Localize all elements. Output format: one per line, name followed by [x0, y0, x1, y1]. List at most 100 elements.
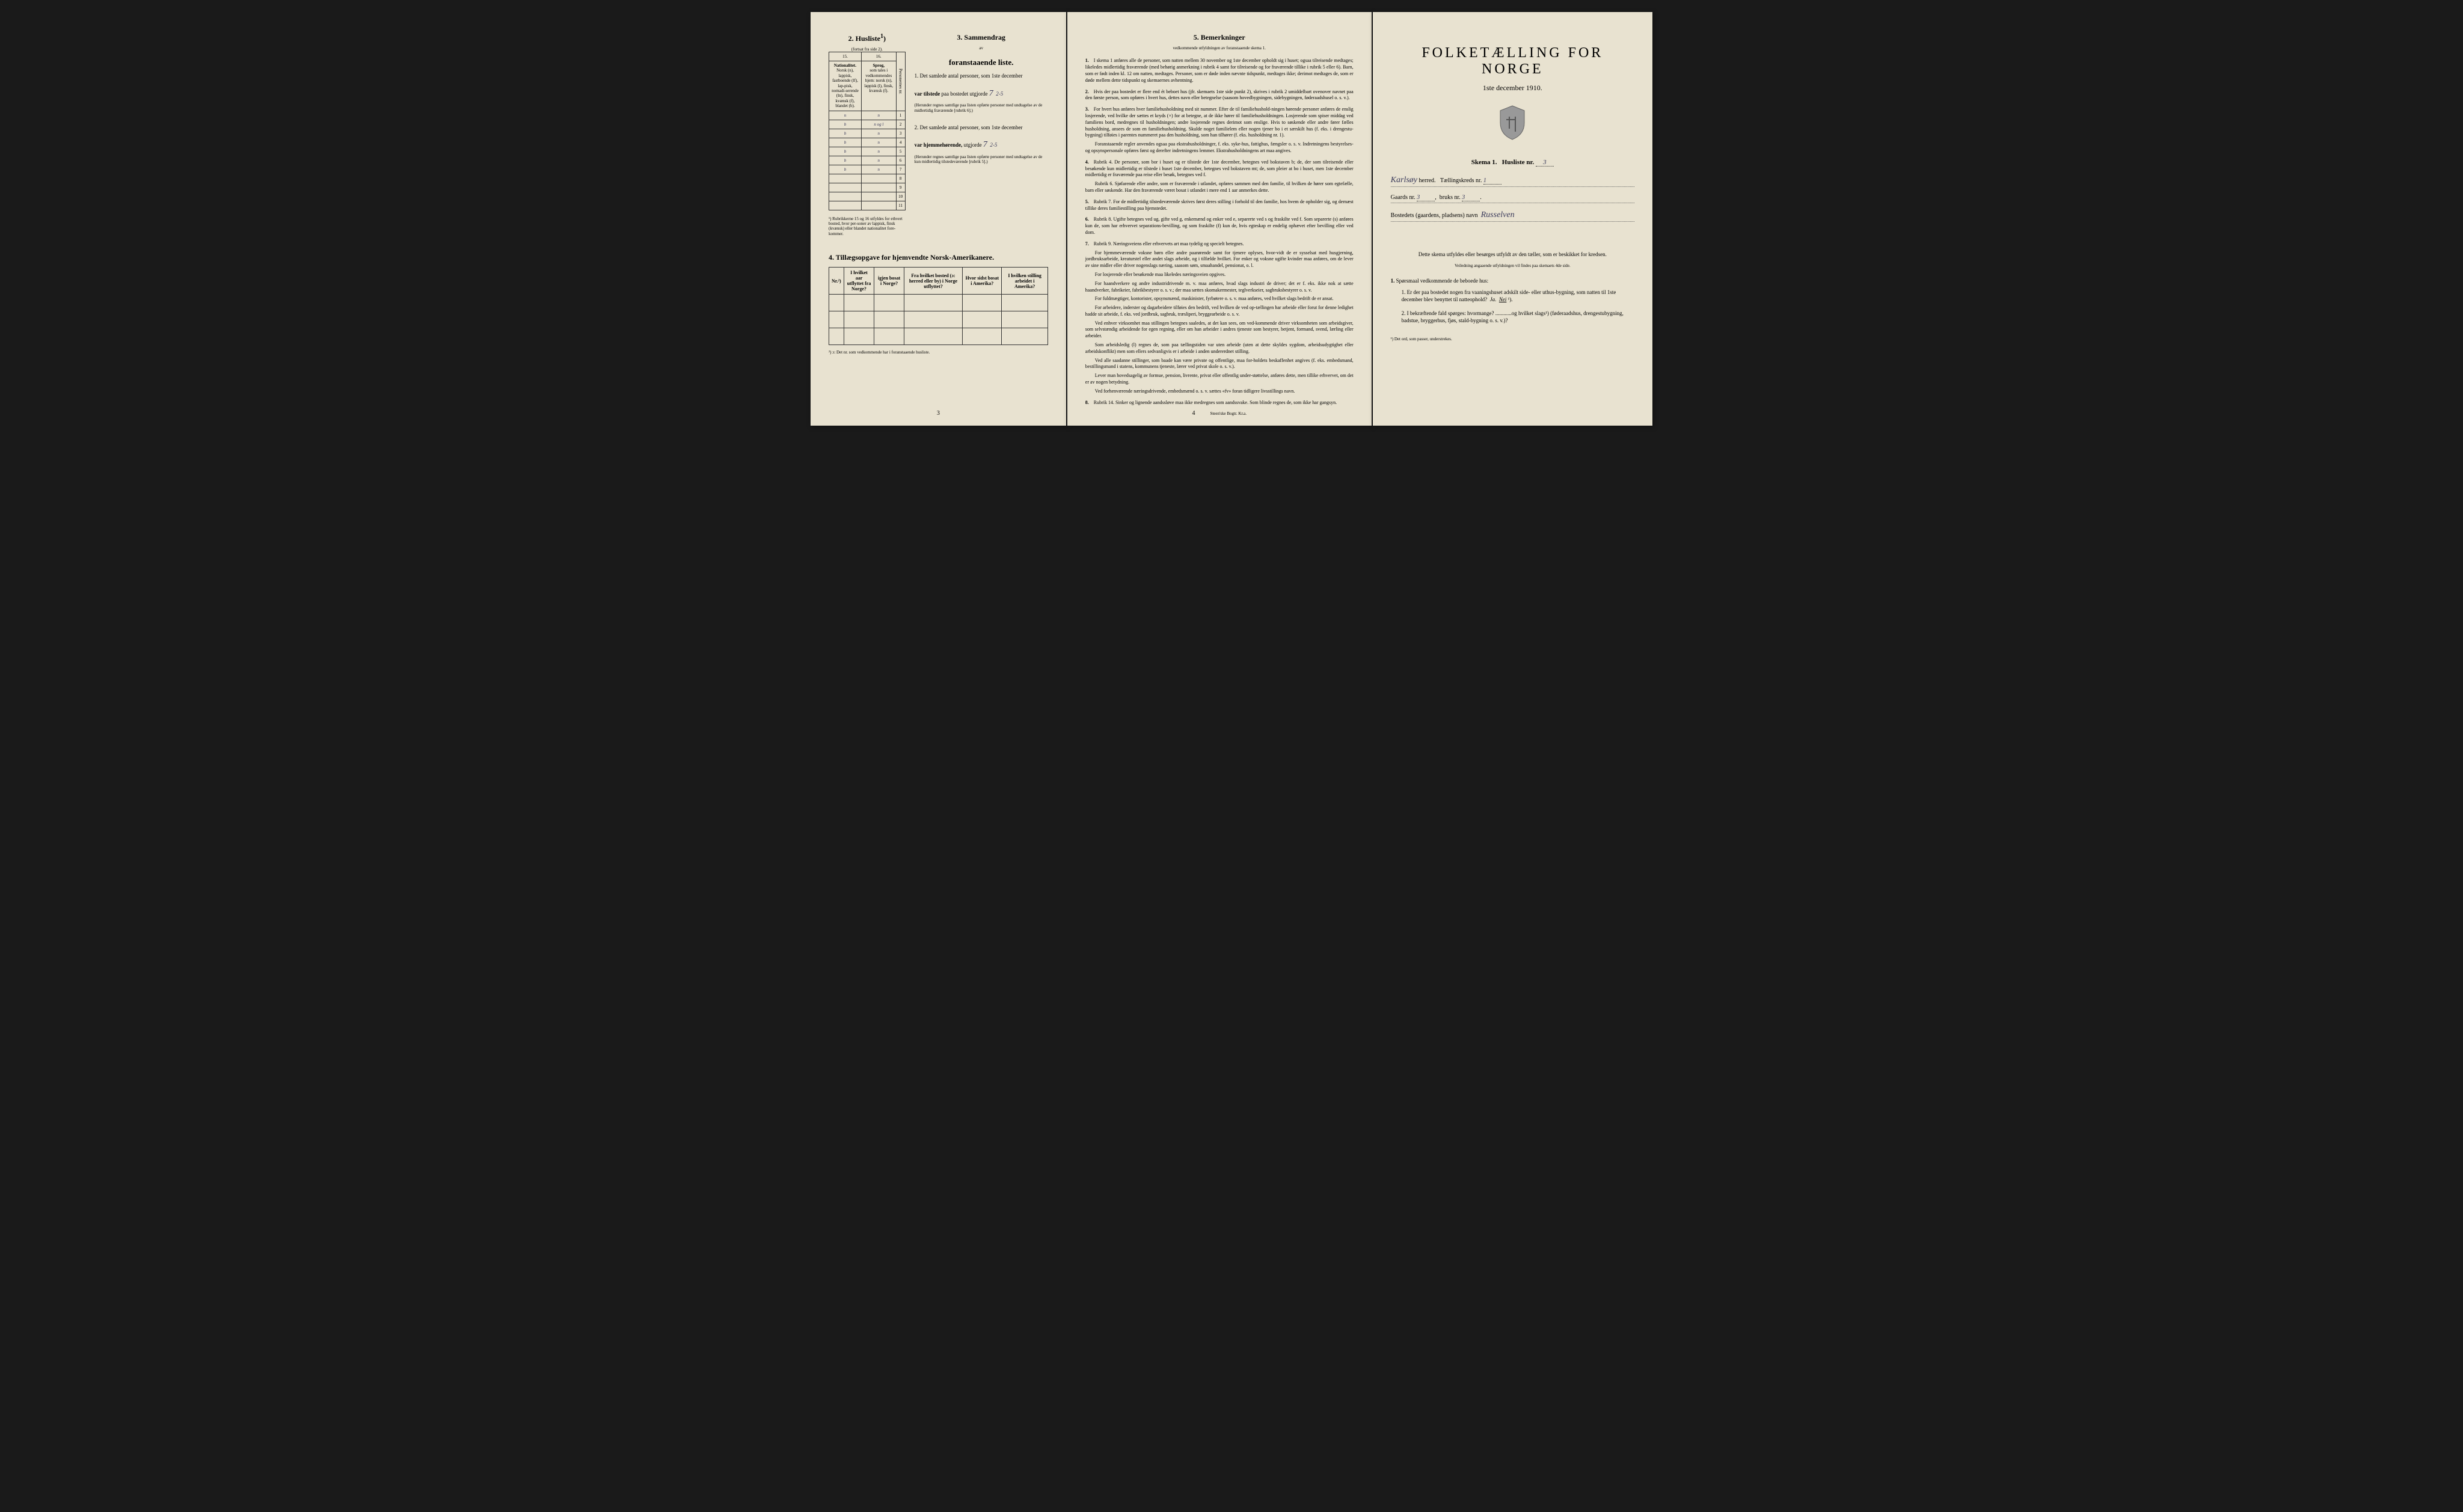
item1-note: (Herunder regnes samtlige paa listen opf…: [915, 103, 1048, 113]
row-num: 9: [896, 183, 905, 192]
cell-c15: b: [829, 156, 862, 165]
census-document: 2. Husliste1) (fortsat fra side 2). 15. …: [811, 12, 1652, 426]
table4-header: I hvilket aarutflyttet fra Norge?: [844, 268, 874, 295]
gaard-value: 3: [1417, 194, 1435, 201]
gaard-line: Gaards nr. 3, bruks nr. 3.: [1391, 194, 1634, 203]
section-5-subtitle: vedkommende utfyldningen av foranstaaend…: [1085, 46, 1354, 51]
kreds-value: 1: [1483, 177, 1501, 185]
table4-header: igjen bosat i Norge?: [874, 268, 904, 295]
husliste-number: 3: [1536, 159, 1554, 167]
coat-of-arms-icon: [1391, 105, 1634, 147]
remark-item: 8.Rubrik 14. Sinker og lignende aandsslø…: [1085, 400, 1354, 406]
herred-value: Karlsøy: [1391, 176, 1417, 185]
cell-c16: [861, 174, 896, 183]
cell-c16: n: [861, 111, 896, 120]
col-15-num: 15.: [829, 52, 862, 61]
empty-cell: [874, 328, 904, 345]
table4-header: Nr.²): [829, 268, 844, 295]
col-16-num: 16.: [861, 52, 896, 61]
row-num: 7: [896, 165, 905, 174]
row-num: 11: [896, 201, 905, 210]
remark-item: 6.Rubrik 8. Ugifte betegnes ved ug, gift…: [1085, 216, 1354, 236]
empty-cell: [963, 295, 1002, 311]
cell-c16: n og l: [861, 120, 896, 129]
empty-cell: [874, 311, 904, 328]
summary-item-1: 1. Det samlede antal personer, som 1ste …: [915, 72, 1048, 99]
table4-header: Fra hvilket bosted (ɔ: herred eller by) …: [904, 268, 962, 295]
cell-c15: b: [829, 147, 862, 156]
item2-note: (Herunder regnes samtlige paa listen opf…: [915, 155, 1048, 165]
section-4-title: 4. Tillægsopgave for hjemvendte Norsk-Am…: [829, 253, 1048, 262]
summary-item-2: 2. Det samlede antal personer, som 1ste …: [915, 124, 1048, 151]
row-num: 4: [896, 138, 905, 147]
cell-c16: [861, 183, 896, 192]
cell-c16: [861, 201, 896, 210]
table4-header: I hvilken stilling arbeidet i Amerika?: [1002, 268, 1047, 295]
empty-cell: [904, 295, 962, 311]
section-2-subtitle: (fortsat fra side 2).: [829, 47, 906, 52]
empty-cell: [829, 328, 844, 345]
row-num: 1: [896, 111, 905, 120]
empty-cell: [829, 311, 844, 328]
tilstede-extra: 2-5: [996, 91, 1003, 97]
col-15-header: Nationalitet.Norsk (n), lappisk, fastboe…: [829, 61, 862, 111]
page-cover: FOLKETÆLLING FOR NORGE 1ste december 191…: [1373, 12, 1652, 426]
bosted-line: Bostedets (gaardens, pladsens) navn Russ…: [1391, 210, 1634, 222]
page-3: 2. Husliste1) (fortsat fra side 2). 15. …: [811, 12, 1066, 426]
printer-mark: Steen'ske Bogtr. Kr.a.: [1210, 411, 1247, 416]
instruction-text: Dette skema utfyldes eller besørges utfy…: [1391, 251, 1634, 259]
empty-cell: [829, 295, 844, 311]
cell-c15: b: [829, 129, 862, 138]
row-num-label: Personernes nr.: [896, 52, 905, 111]
husliste-table: 15. 16. Personernes nr. Nationalitet.Nor…: [829, 52, 906, 210]
section-3-av: av: [915, 46, 1048, 51]
cell-c16: n: [861, 165, 896, 174]
remark-item: 3.For hvert hus anføres hver familiehush…: [1085, 106, 1354, 155]
cell-c15: [829, 192, 862, 201]
right-footnote: ¹) Det ord, som passer, understrekes.: [1391, 337, 1634, 341]
herred-line: Karlsøy herred. Tællingskreds nr. 1: [1391, 176, 1634, 187]
page-number-4: 4 Steen'ske Bogtr. Kr.a.: [1192, 410, 1247, 417]
empty-cell: [874, 295, 904, 311]
schema-line: Skema 1. Husliste nr. 3: [1391, 159, 1634, 167]
empty-cell: [904, 328, 962, 345]
cell-c16: n: [861, 138, 896, 147]
hjemme-extra: 2-5: [990, 142, 997, 148]
bruk-value: 3: [1462, 194, 1480, 201]
section-3-subtitle: foranstaaende liste.: [915, 58, 1048, 67]
col-16-header: Sprog,som tales i vedkommendes hjem: nor…: [861, 61, 896, 111]
empty-cell: [963, 311, 1002, 328]
questions-section: 1. Spørsmaal vedkommende de beboede hus:…: [1391, 277, 1634, 325]
cell-c16: n: [861, 147, 896, 156]
question-item: 2. I bekræftende fald spørges: hvormange…: [1402, 310, 1634, 325]
section-5-title: 5. Bemerkninger: [1085, 33, 1354, 42]
empty-cell: [1002, 311, 1047, 328]
row-num: 3: [896, 129, 905, 138]
row-num: 5: [896, 147, 905, 156]
page-4: 5. Bemerkninger vedkommende utfyldningen…: [1067, 12, 1372, 426]
cell-c16: [861, 192, 896, 201]
remark-item: 2.Hvis der paa bostedet er flere end ét …: [1085, 89, 1354, 102]
question-item: 1. Er der paa bostedet nogen fra vaaning…: [1402, 289, 1634, 304]
cell-c15: b: [829, 120, 862, 129]
american-table: Nr.²)I hvilket aarutflyttet fra Norge?ig…: [829, 267, 1048, 345]
row-num: 10: [896, 192, 905, 201]
cell-c15: [829, 201, 862, 210]
instruction-2: Veiledning angaaende utfyldningen vil fi…: [1391, 263, 1634, 268]
remark-item: 1.I skema 1 anføres alle de personer, so…: [1085, 58, 1354, 84]
section-3-title: 3. Sammendrag: [915, 33, 1048, 42]
row-num: 2: [896, 120, 905, 129]
cell-c15: n: [829, 111, 862, 120]
cell-c15: b: [829, 165, 862, 174]
section-2-footnote: ¹) Rubrikkerne 15 og 16 utfyldes for eth…: [829, 216, 906, 237]
empty-cell: [1002, 328, 1047, 345]
census-date: 1ste december 1910.: [1391, 84, 1634, 93]
cell-c15: [829, 174, 862, 183]
cell-c15: b: [829, 138, 862, 147]
remark-item: 5.Rubrik 7. For de midlertidig tilstedev…: [1085, 199, 1354, 212]
census-title: FOLKETÆLLING FOR NORGE: [1391, 45, 1634, 78]
section-4-footnote: ²) ɔ: Det nr. som vedkommende har i fora…: [829, 350, 1048, 355]
page-number-3: 3: [937, 410, 940, 417]
empty-cell: [963, 328, 1002, 345]
empty-cell: [844, 311, 874, 328]
